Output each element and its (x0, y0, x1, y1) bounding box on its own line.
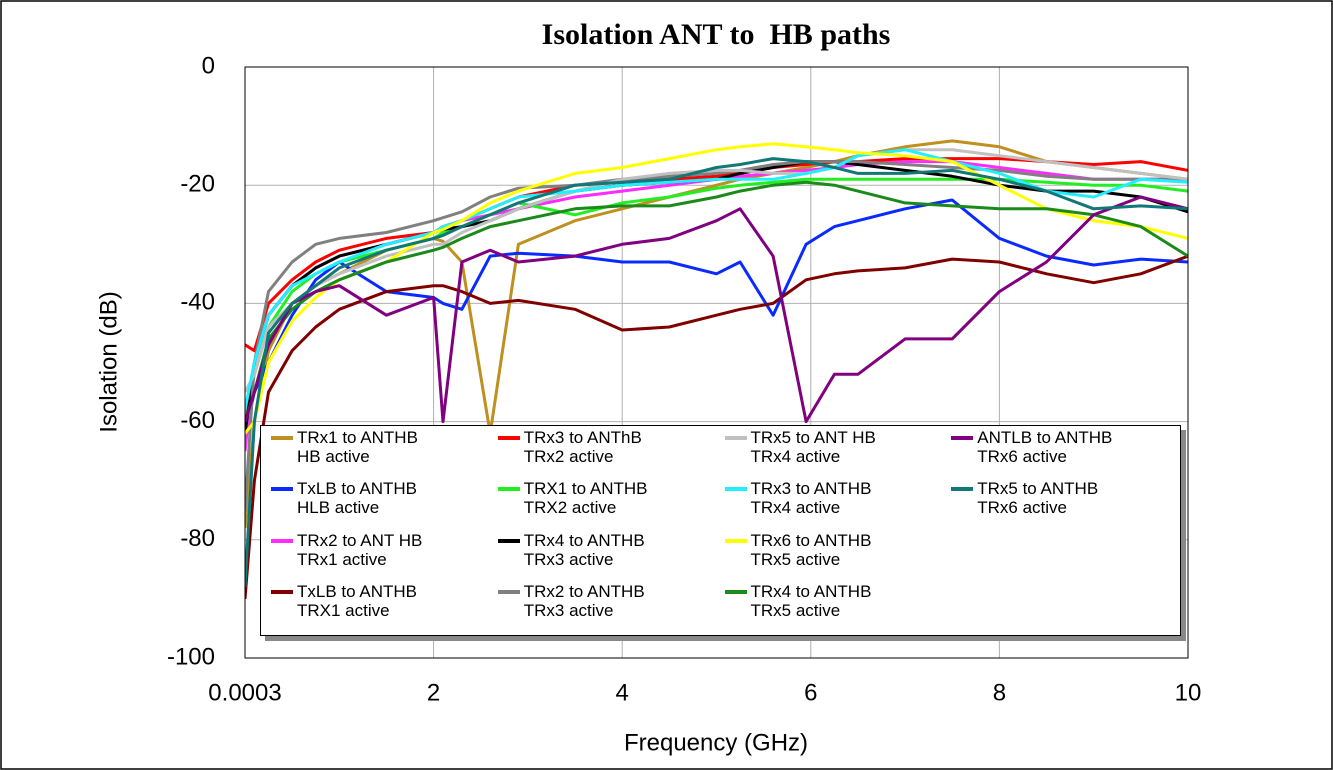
legend-entry: TRx3 to ANThB TRx2 active (494, 428, 721, 479)
x-tick-label: 4 (616, 679, 629, 706)
series-line (245, 160, 1188, 452)
legend-swatch (271, 487, 293, 492)
legend-entry: TxLB to ANTHB TRX1 active (267, 582, 494, 633)
series-line (245, 198, 1188, 434)
legend-swatch (497, 436, 520, 440)
y-tick-label: -100 (167, 643, 215, 670)
legend: TRx1 to ANTHB HB active TxLB to ANTHB HLB… (260, 425, 1181, 636)
y-axis-label: Isolation (dB) (95, 291, 122, 432)
legend-label: TRx1 to ANTHB HB active (297, 428, 418, 466)
legend-swatch (271, 589, 293, 594)
series-line (245, 160, 1188, 434)
legend-entry: ANTLB to ANTHB TRx6 active (947, 428, 1174, 479)
legend-label: TRx4 to ANTHB TRx3 active (523, 530, 645, 569)
legend-entry: TRx6 to ANTHB TRx5 active (721, 531, 948, 582)
legend-entry: TRx5 to ANT HB TRx4 active (721, 428, 948, 479)
legend-label: TRx6 to ANTHB TRx5 active (750, 530, 872, 569)
series-line (245, 148, 1188, 411)
x-tick-label: 10 (1175, 679, 1202, 706)
legend-swatch (271, 538, 293, 543)
y-tick-label: -60 (180, 407, 215, 434)
legend-swatch (724, 589, 747, 594)
x-tick-label: 0.0003 (208, 679, 281, 706)
legend-entry: TxLB to ANTHB HLB active (267, 479, 494, 530)
legend-entry: TRx2 to ANT HB TRx1 active (267, 531, 494, 582)
legend-entry: TRx4 to ANTHB TRx3 active (494, 531, 721, 582)
y-tick-label: -80 (180, 525, 215, 552)
legend-label: ANTLB to ANTHB TRx6 active (977, 428, 1113, 466)
legend-swatch (724, 487, 747, 492)
x-tick-label: 8 (993, 679, 1006, 706)
legend-label: TRx5 to ANTHB TRx6 active (977, 479, 1099, 518)
legend-label: TRx3 to ANThB TRx2 active (523, 428, 642, 466)
legend-swatch (724, 538, 747, 543)
legend-swatch (271, 436, 293, 440)
y-tick-label: -40 (180, 289, 215, 316)
legend-label: TRx3 to ANTHB TRx4 active (750, 479, 872, 518)
plot-border (244, 66, 1189, 659)
legend-entry: TRx3 to ANTHB TRx4 active (721, 479, 948, 530)
legend-entry: TRx1 to ANTHB HB active (267, 428, 494, 479)
y-tick-label: -20 (180, 171, 215, 198)
legend-swatch (724, 436, 747, 440)
series-line (245, 195, 1188, 424)
legend-label: TRx5 to ANT HB TRx4 active (750, 428, 876, 466)
chart-title: Isolation ANT to HB paths (542, 18, 891, 51)
plot-lines (245, 139, 1188, 600)
series-line (245, 180, 1188, 423)
legend-swatch (497, 487, 520, 492)
legend-label: TxLB to ANTHB HLB active (297, 479, 417, 518)
x-tick-label: 6 (804, 679, 817, 706)
legend-label: TRX1 to ANTHB TRX2 active (523, 479, 648, 518)
legend-entry: TRX1 to ANTHB TRX2 active (494, 479, 721, 530)
legend-swatch (497, 538, 520, 543)
series-line (245, 254, 1188, 600)
legend-swatch (497, 589, 520, 594)
y-tick-label: 0 (202, 52, 215, 79)
legend-swatch (951, 487, 974, 492)
series-line (245, 148, 1188, 393)
legend-label: TRx4 to ANTHB TRx5 active (750, 581, 872, 620)
series-line (245, 177, 1188, 422)
x-tick-label: 2 (427, 679, 440, 706)
legend-swatch (951, 436, 974, 440)
legend-entry: TRx4 to ANTHB TRx5 active (721, 582, 948, 633)
legend-label: TRx2 to ANT HB TRx1 active (297, 530, 423, 569)
legend-label: TxLB to ANTHB TRX1 active (297, 581, 417, 620)
legend-entry: TRx5 to ANTHB TRx6 active (947, 479, 1174, 530)
legend-entry: TRx2 to ANTHB TRx3 active (494, 582, 721, 633)
series-line (245, 157, 1188, 588)
x-axis-label: Frequency (GHz) (624, 729, 808, 756)
legend-label: TRx2 to ANTHB TRx3 active (523, 581, 645, 620)
